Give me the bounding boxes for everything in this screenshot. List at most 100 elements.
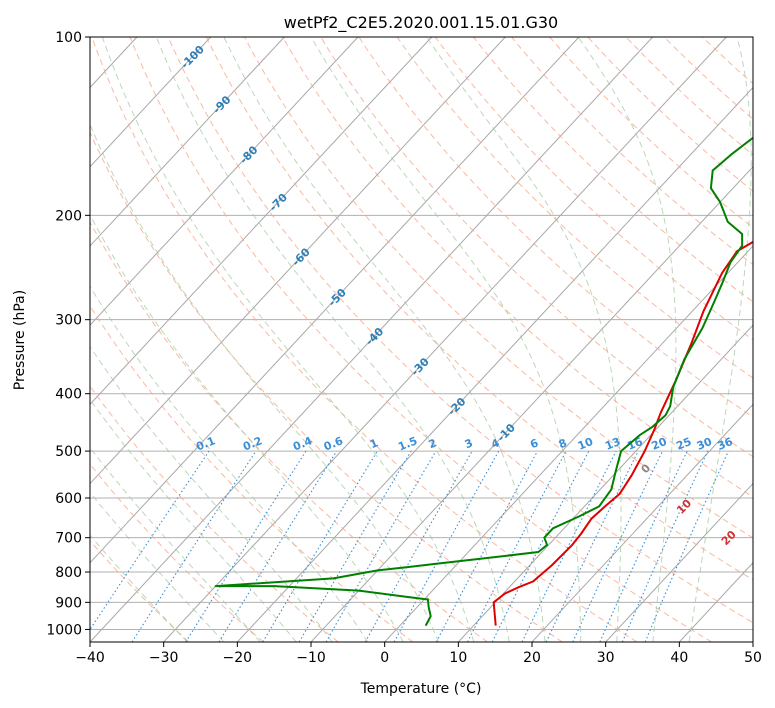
mixing-ratio-line — [185, 450, 307, 642]
x-tick-label: −30 — [149, 650, 179, 666]
mixing-ratio-line — [393, 450, 500, 642]
moist-adiabat — [90, 213, 404, 642]
dewpoint-line — [214, 136, 753, 627]
isotherm — [90, 37, 433, 406]
skewed-isotherms — [0, 37, 753, 642]
plot-frame — [89, 36, 754, 643]
x-tick-label: −40 — [75, 650, 105, 666]
mixing-ratio-line — [644, 450, 729, 642]
dry-adiabat — [90, 305, 414, 642]
chart-title: wetPf2_C2E5.2020.001.15.01.G30 — [284, 13, 558, 33]
dry-adiabat — [396, 37, 753, 379]
isotherm — [752, 641, 753, 642]
x-tick-label: −20 — [223, 650, 253, 666]
y-tick-label: 800 — [55, 565, 82, 581]
mixing-ratio-line — [364, 450, 473, 642]
dry-adiabat — [663, 37, 753, 120]
dry-adiabat — [129, 37, 712, 642]
dry-adiabat — [167, 37, 753, 624]
mixing-ratio-line — [435, 450, 538, 642]
x-axis-ticks: −40 −30 −20 −10 0 10 20 30 40 50 — [75, 642, 762, 666]
mixing-ratio-label: 6 — [528, 436, 540, 451]
y-axis-ticks: 100 200 300 400 500 600 700 800 900 1000 — [46, 30, 90, 638]
isotherm — [384, 245, 753, 642]
mixing-ratio-label: 2 — [427, 436, 439, 451]
mixing-ratio-line — [262, 450, 378, 642]
isotherm — [605, 482, 753, 642]
isotherm — [531, 403, 753, 642]
dry-adiabat — [90, 221, 488, 642]
dry-adiabat — [282, 37, 753, 498]
moist-adiabat — [90, 345, 333, 642]
isotherm — [163, 37, 727, 642]
x-tick-label: 50 — [744, 650, 762, 666]
dry-adiabat-label: -100 — [178, 43, 207, 72]
y-tick-label: 500 — [55, 444, 82, 460]
x-tick-label: −10 — [296, 650, 326, 666]
moist-adiabat — [90, 123, 439, 642]
dry-adiabat — [90, 131, 563, 642]
y-tick-label: 1000 — [46, 622, 82, 638]
moist-adiabat-label: 10 — [674, 497, 694, 517]
moist-adiabat — [577, 37, 677, 642]
mixing-ratio-line — [131, 450, 257, 642]
dry-adiabat — [90, 385, 339, 642]
mixing-ratio-line — [621, 450, 709, 642]
dry-adiabat — [90, 463, 264, 642]
x-tick-label: 30 — [597, 650, 615, 666]
dry-adiabats — [90, 37, 753, 642]
x-axis-label: Temperature (°C) — [360, 681, 482, 697]
y-tick-label: 400 — [55, 387, 82, 403]
moist-adiabat — [426, 37, 622, 642]
moist-adiabat-label: 20 — [719, 528, 739, 548]
moist-adiabat — [688, 37, 752, 642]
moist-adiabats — [90, 37, 752, 642]
isotherm — [90, 37, 654, 642]
mixing-ratio-label: 8 — [557, 436, 569, 451]
moist-adiabat — [90, 534, 188, 642]
mixing-ratio-label: 1 — [368, 436, 380, 451]
pressure-gridlines — [90, 36, 753, 630]
dry-adiabat — [434, 37, 753, 341]
moist-adiabat — [90, 285, 369, 642]
isotherm — [236, 86, 753, 642]
mixing-ratio-label: 25 — [674, 435, 693, 453]
isotherm — [90, 37, 359, 326]
mixing-ratio-line — [218, 450, 338, 642]
mixing-ratio-line — [298, 450, 412, 642]
x-tick-label: 20 — [523, 650, 541, 666]
isotherm — [457, 324, 753, 642]
isotherm — [90, 37, 506, 485]
mixing-ratio-line — [491, 450, 590, 642]
dry-adiabat — [90, 540, 190, 642]
y-tick-label: 300 — [55, 313, 82, 329]
mixing-ratio-label: 30 — [695, 435, 714, 453]
x-tick-label: 10 — [449, 650, 467, 666]
dry-adiabat — [320, 37, 753, 458]
mixing-ratio-line — [572, 450, 663, 642]
mixing-ratio-label: 20 — [650, 435, 669, 453]
isotherm — [90, 37, 580, 564]
moist-adiabat — [101, 37, 475, 642]
mixing-ratio-lines — [90, 450, 729, 642]
mixing-ratio-line — [90, 450, 210, 631]
y-tick-label: 200 — [55, 208, 82, 224]
isotherm — [90, 37, 212, 168]
dry-adiabat — [473, 37, 753, 303]
dry-adiabat — [91, 37, 638, 642]
moist-adiabat — [90, 491, 225, 642]
mixing-ratio-label: 3 — [463, 436, 475, 451]
mixing-ratio-label: 16 — [625, 435, 644, 453]
dry-adiabat — [701, 37, 753, 85]
y-axis-label: Pressure (hPa) — [12, 290, 28, 390]
x-tick-label: 40 — [670, 650, 688, 666]
mixing-ratio-line — [521, 450, 617, 642]
moist-adiabat — [223, 37, 546, 642]
y-tick-label: 900 — [55, 595, 82, 611]
moist-adiabat-label: 30 — [764, 559, 775, 579]
moist-adiabat — [90, 398, 297, 642]
mixing-ratio-label: 13 — [603, 435, 622, 453]
y-tick-label: 700 — [55, 531, 82, 547]
isotherm — [0, 37, 63, 642]
y-tick-label: 100 — [55, 30, 82, 46]
